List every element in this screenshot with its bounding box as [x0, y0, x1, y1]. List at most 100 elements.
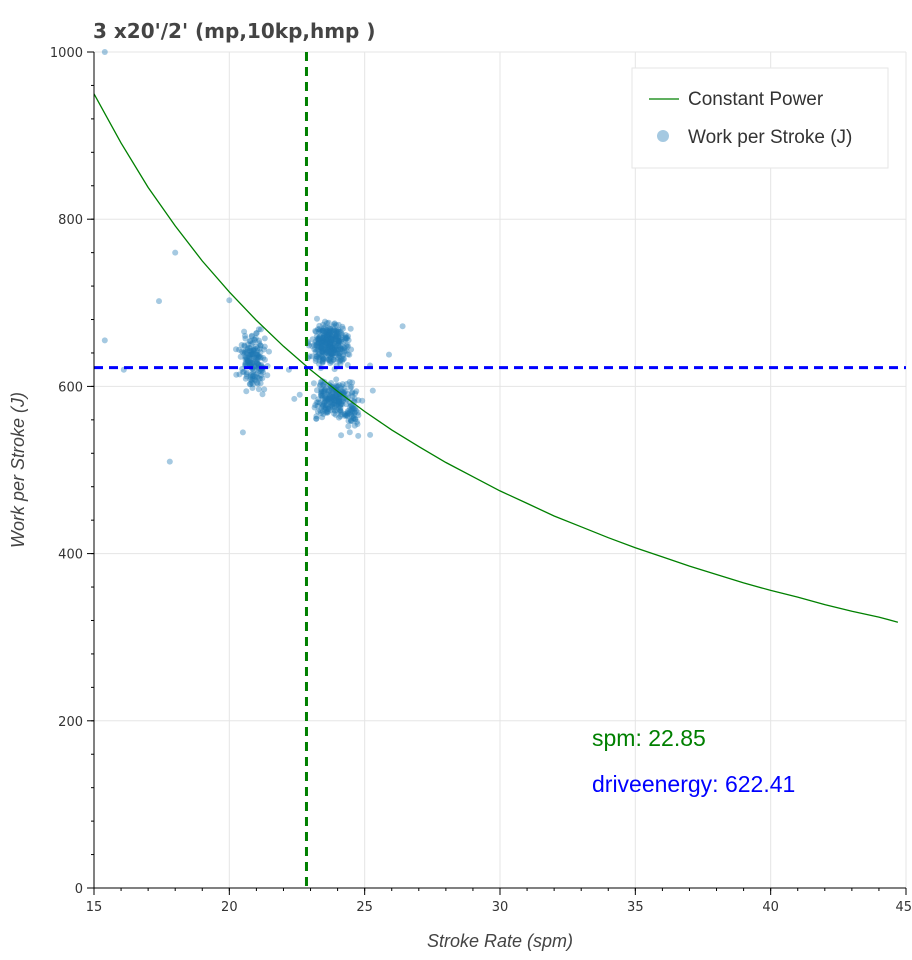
scatter-point-214	[320, 338, 327, 345]
scatter-point-637	[324, 409, 331, 416]
scatter-point-615	[314, 403, 321, 409]
scatter-point-450	[328, 336, 335, 343]
scatter-point-41	[254, 356, 261, 363]
scatter-point-626	[334, 383, 341, 390]
scatter-point-455	[327, 341, 334, 347]
scatter-point-172	[331, 321, 338, 328]
scatter-point-82	[252, 337, 258, 344]
scatter-point-89	[246, 381, 253, 387]
scatter-point-77	[254, 345, 261, 352]
scatter-point-283	[315, 348, 322, 355]
scatter-point-764	[296, 391, 303, 398]
scatter-point-244	[322, 332, 328, 339]
scatter-point-377	[322, 341, 329, 348]
scatter-point-115	[251, 336, 258, 343]
scatter-point-672	[330, 396, 337, 403]
scatter-point-189	[309, 343, 316, 350]
scatter-point-7	[248, 379, 255, 386]
scatter-point-22	[251, 355, 257, 362]
scatter-point-187	[319, 345, 326, 352]
scatter-point-508	[333, 382, 340, 389]
scatter-point-270	[319, 337, 326, 344]
scatter-point-203	[336, 353, 343, 359]
scatter-point-701	[326, 395, 333, 402]
scatter-point-305	[347, 325, 354, 332]
scatter-point-365	[323, 344, 330, 351]
scatter-point-151	[248, 348, 255, 355]
scatter-point-358	[315, 334, 322, 341]
scatter-point-90	[249, 360, 256, 366]
scatter-point-123	[252, 346, 259, 353]
scatter-point-132	[257, 354, 264, 361]
scatter-point-644	[343, 381, 350, 387]
scatter-point-253	[321, 325, 328, 332]
scatter-point-59	[247, 359, 254, 366]
scatter-point-206	[333, 349, 340, 356]
scatter-point-426	[331, 328, 337, 335]
scatter-point-583	[344, 391, 351, 397]
scatter-point-159	[240, 368, 247, 375]
scatter-point-703	[335, 398, 342, 405]
scatter-point-383	[328, 358, 335, 365]
scatter-point-759	[367, 431, 374, 438]
scatter-point-12	[254, 351, 261, 358]
scatter-point-363	[326, 334, 333, 341]
scatter-point-190	[316, 322, 323, 329]
x-tick-label-35: 35	[627, 900, 644, 915]
scatter-point-408	[314, 341, 321, 348]
scatter-point-120	[248, 349, 255, 356]
scatter-point-660	[339, 398, 346, 405]
scatter-point-688	[321, 395, 328, 402]
scatter-point-295	[325, 352, 332, 359]
scatter-point-119	[250, 347, 257, 354]
scatter-point-631	[317, 410, 324, 416]
scatter-point-556	[322, 407, 329, 414]
scatter-point-411	[333, 330, 340, 336]
scatter-point-398	[320, 355, 327, 362]
scatter-point-738	[351, 409, 358, 416]
scatter-point-494	[344, 343, 351, 350]
scatter-point-694	[328, 402, 335, 409]
scatter-point-570	[347, 384, 354, 391]
scatter-point-599	[338, 400, 344, 407]
scatter-point-223	[324, 335, 331, 342]
scatter-point-746	[338, 432, 345, 439]
scatter-point-531	[342, 388, 349, 395]
scatter-point-113	[254, 370, 261, 377]
scatter-point-453	[334, 328, 341, 335]
scatter-point-148	[252, 363, 259, 370]
scatter-point-140	[256, 337, 262, 344]
scatter-point-44	[252, 377, 259, 384]
scatter-point-361	[338, 336, 345, 343]
scatter-point-683	[321, 389, 328, 396]
scatter-point-594	[335, 387, 342, 394]
scatter-point-461	[314, 346, 321, 353]
x-tick-label-15: 15	[86, 900, 103, 915]
scatter-point-725	[349, 413, 355, 420]
scatter-point-300	[326, 344, 333, 351]
scatter-point-747	[347, 411, 354, 418]
scatter-point-298	[327, 341, 333, 348]
scatter-point-344	[342, 335, 349, 342]
scatter-point-529	[316, 382, 323, 389]
scatter-point-15	[248, 355, 254, 362]
scatter-point-14	[241, 328, 248, 335]
scatter-point-692	[332, 411, 339, 418]
scatter-point-470	[336, 358, 343, 365]
scatter-point-134	[253, 330, 260, 337]
scatter-point-581	[337, 404, 344, 411]
scatter-point-674	[335, 401, 342, 408]
scatter-point-152	[241, 342, 248, 349]
scatter-point-669	[333, 401, 340, 408]
scatter-point-47	[241, 350, 248, 356]
scatter-point-210	[333, 328, 339, 335]
scatter-point-205	[325, 335, 332, 342]
scatter-point-372	[333, 332, 340, 339]
scatter-point-45	[249, 385, 256, 391]
scatter-point-624	[333, 392, 340, 399]
scatter-point-656	[353, 388, 360, 395]
scatter-point-743	[344, 408, 351, 415]
scatter-point-194	[321, 346, 328, 353]
scatter-point-43	[264, 372, 271, 379]
scatter-point-516	[322, 396, 329, 403]
